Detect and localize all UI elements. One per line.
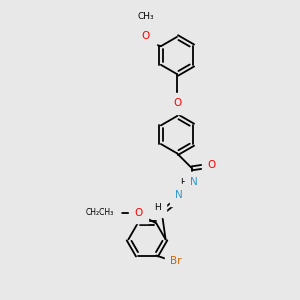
Text: O: O xyxy=(134,208,142,218)
Text: N: N xyxy=(175,190,183,200)
Text: CH₂CH₃: CH₂CH₃ xyxy=(86,208,114,217)
Text: O: O xyxy=(173,98,181,108)
Text: O: O xyxy=(207,160,216,170)
Text: CH₃: CH₃ xyxy=(138,12,154,21)
Text: Br: Br xyxy=(170,256,182,266)
Text: N: N xyxy=(190,177,198,188)
Text: H: H xyxy=(180,178,187,187)
Text: O: O xyxy=(142,31,150,41)
Text: H: H xyxy=(154,203,161,212)
